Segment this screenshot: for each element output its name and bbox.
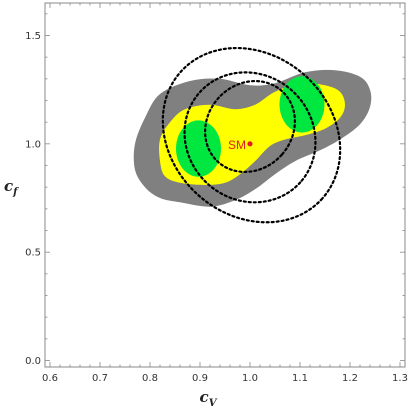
sm-point-label: SM <box>228 138 246 152</box>
x-tick-label: 1.1 <box>292 373 308 384</box>
y-axis-label-main: c <box>4 177 13 195</box>
dashed-contour-1 <box>204 79 296 174</box>
y-tick-label: 0.5 <box>25 248 41 259</box>
y-axis-ticks: 0.0 0.5 1.0 1.5 <box>25 13 405 367</box>
x-axis-label-main: c <box>200 388 209 406</box>
plot-frame <box>44 2 406 368</box>
green-right-region <box>279 76 325 133</box>
dashed-contour-2 <box>183 71 317 204</box>
y-tick-label: 0.0 <box>25 356 41 367</box>
x-tick-label: 0.6 <box>42 373 58 384</box>
dashed-contour-3 <box>161 46 342 224</box>
y-axis-label-sub: f <box>12 187 19 198</box>
x-axis-label-sub: V <box>209 398 218 409</box>
sm-point <box>247 141 253 147</box>
x-tick-label: 1.2 <box>342 373 358 384</box>
frame-border <box>44 2 406 368</box>
dashed-contours <box>161 46 342 224</box>
sm-point-layer: SM <box>228 138 253 152</box>
y-tick-label: 1.5 <box>25 31 41 42</box>
x-tick-label: 0.9 <box>192 373 208 384</box>
x-tick-label: 0.8 <box>142 373 158 384</box>
y-tick-label: 1.0 <box>25 139 41 150</box>
x-tick-label: 0.7 <box>92 373 108 384</box>
green-left-region <box>176 120 221 177</box>
x-tick-label: 1.3 <box>392 373 408 384</box>
y-axis-label: cf <box>4 177 19 198</box>
x-axis-label: cV <box>200 388 218 409</box>
x-tick-label: 1.0 <box>242 373 258 384</box>
x-axis-ticks: 0.6 0.7 0.8 0.9 1.0 1.1 1.2 1.3 <box>42 3 408 384</box>
